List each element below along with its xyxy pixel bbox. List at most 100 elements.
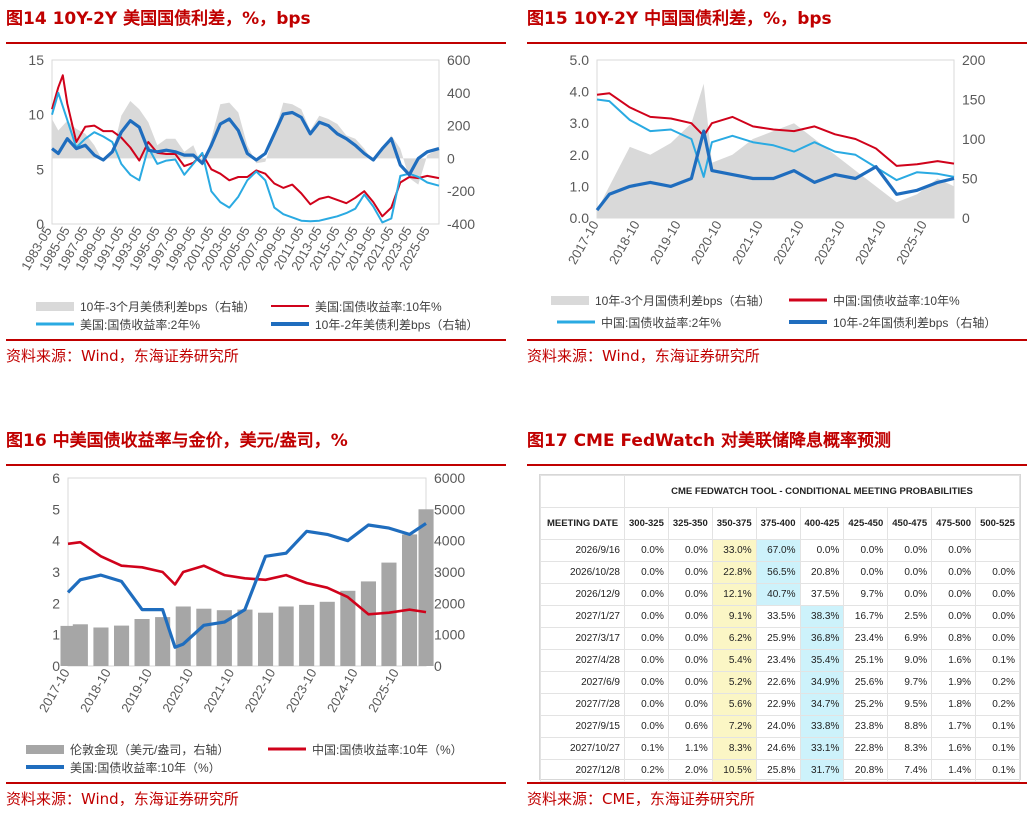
y-right-tick: 5000 (434, 501, 465, 517)
y-right-tick: 0 (434, 658, 442, 674)
bar (402, 534, 418, 666)
probability-cell: 25.6% (843, 671, 889, 694)
probability-cell: 20.8% (799, 561, 845, 584)
probability-cell: 0.0% (931, 583, 976, 606)
legend-label: 中国:国债收益率:10年% (833, 293, 960, 308)
series-2 (596, 98, 955, 182)
y-right-tick: 400 (447, 85, 471, 101)
meeting-date-cell: 2026/12/9 (540, 583, 625, 606)
legend-label: 中国:国债收益率:10年（%） (312, 742, 463, 757)
source-rule (527, 782, 1027, 784)
chart-title: 图17 CME FedWatch 对美联储降息概率预测 (527, 431, 891, 451)
table-row: 2027/3/17 0.0% 0.0% 6.2% 25.9% 36.8% 23.4% 6.9%… (540, 627, 1020, 650)
series-area (52, 101, 439, 185)
probability-cell: 0.0% (975, 561, 1020, 584)
legend-label: 美国:国债收益率:2年% (80, 317, 200, 332)
probability-cell: 0.0% (931, 561, 976, 584)
legend-label: 10年-2年美债利差bps（右轴） (315, 317, 478, 332)
probability-cell: 40.7% (755, 583, 801, 606)
legend-item: 10年-3个月国债利差bps（右轴） (551, 293, 770, 308)
y-right-tick: 6000 (434, 470, 465, 486)
legend-label: 10年-2年国债利差bps（右轴） (833, 315, 996, 330)
meeting-date-cell: 2027/6/9 (540, 671, 625, 694)
bar (114, 625, 130, 666)
y-left-tick: 0 (36, 216, 44, 232)
legend-swatch (551, 296, 589, 305)
legend-label: 美国:国债收益率:10年% (315, 299, 442, 314)
column-header: 475-500 (931, 507, 976, 540)
series-3 (51, 110, 440, 177)
probability-cell: 0.0% (931, 539, 976, 562)
probability-cell: 0.6% (667, 715, 713, 738)
probability-cell: 0.0% (667, 627, 713, 650)
probability-cell: 10.5% (711, 759, 757, 782)
probability-cell: 56.5% (755, 561, 801, 584)
probability-cell: 22.6% (755, 671, 801, 694)
series-line (596, 98, 955, 182)
probability-cell: 0.0% (799, 539, 845, 562)
probability-cell: 34.9% (799, 671, 845, 694)
probability-cell: 16.7% (843, 605, 889, 628)
probability-cell: 33.1% (799, 737, 845, 760)
probability-cell: 24.6% (755, 737, 801, 760)
probability-cell: 0.0% (931, 605, 976, 628)
probability-cell: 0.0% (667, 539, 713, 562)
probability-cell: 25.1% (843, 649, 889, 672)
y-left-tick: 3 (52, 564, 60, 580)
legend-label: 10年-3个月美债利差bps（右轴） (80, 299, 255, 314)
table-row: 2026/12/9 0.0% 0.0% 12.1% 40.7% 37.5% 9.7% 0.0%… (540, 583, 1020, 606)
column-header: 325-350 (667, 507, 713, 540)
chart-title: 图16 中美国债收益率与金价，美元/盎司，% (6, 431, 348, 451)
y-left-tick: 0 (52, 658, 60, 674)
probability-cell: 0.2% (975, 671, 1020, 694)
meeting-date-cell: 2026/10/28 (540, 561, 625, 584)
x-tick: 2022-10 (770, 218, 807, 267)
chart-panel-us-spread: 图14 10Y-2Y 美国国债利差，%，bps 0 5 10 15 -400 -200 0 2… (6, 4, 506, 374)
y-right-tick: 150 (962, 92, 986, 108)
x-tick: 2021-10 (729, 218, 766, 267)
bar (175, 606, 191, 666)
legend-item: 10年-2年美债利差bps（右轴） (271, 317, 478, 332)
probability-cell: 0.2% (624, 759, 669, 782)
chart-panel-cn-spread: 图15 10Y-2Y 中国国债利差，%，bps 0.0 1.0 2.0 3.0 4.0 5… (527, 4, 1027, 374)
meeting-date-cell: 2027/3/17 (540, 627, 625, 650)
title-rule (6, 464, 506, 466)
legend-label: 10年-3个月国债利差bps（右轴） (595, 293, 770, 308)
y-right-tick: 50 (962, 171, 978, 187)
x-tick: 2023-10 (811, 218, 848, 267)
probability-cell: 23.4% (755, 649, 801, 672)
probability-cell: 34.7% (799, 693, 845, 716)
x-tick: 2019-10 (118, 666, 155, 715)
table-row: 2026/9/16 0.0% 0.0% 33.0% 67.0% 0.0% 0.0% 0.0% 0… (540, 539, 1020, 562)
column-header: 300-325 (624, 507, 669, 540)
y-right-tick: -400 (447, 216, 475, 232)
legend-label: 伦敦金现（美元/盎司，右轴） (70, 742, 229, 757)
probability-cell: 6.9% (887, 627, 933, 650)
bar (299, 604, 315, 666)
probability-cell: 9.7% (887, 671, 933, 694)
probability-cell: 5.2% (711, 671, 757, 694)
probability-cell: 35.4% (799, 649, 845, 672)
column-header: MEETING DATE (540, 507, 625, 540)
probability-cell: 9.1% (711, 605, 757, 628)
probability-cell: 67.0% (755, 539, 801, 562)
y-right-tick: 2000 (434, 595, 465, 611)
y-left-tick: 15 (28, 52, 44, 68)
legend-item: 中国:国债收益率:2年% (557, 315, 721, 330)
table-header-row: MEETING DATE 300-325 325-350 350-375 375-400… (540, 507, 1020, 540)
probability-cell: 0.0% (624, 649, 669, 672)
y-right-tick: 4000 (434, 533, 465, 549)
bar (93, 627, 109, 666)
legend-item: 美国:国债收益率:10年（%） (26, 760, 221, 775)
x-tick: 2020-10 (688, 218, 725, 267)
probability-cell: 1.1% (667, 737, 713, 760)
x-tick: 2018-10 (77, 666, 114, 715)
probability-cell: 0.0% (624, 583, 669, 606)
probability-cell: 0.1% (624, 737, 669, 760)
probability-cell: 0.0% (667, 583, 713, 606)
probability-cell: 8.3% (711, 737, 757, 760)
bar (72, 624, 88, 666)
probability-cell: 2.0% (667, 759, 713, 782)
x-tick: 2025-10 (365, 666, 402, 715)
table-row: 2027/7/28 0.0% 0.0% 5.6% 22.9% 34.7% 25.2% 9.5%… (540, 693, 1020, 716)
